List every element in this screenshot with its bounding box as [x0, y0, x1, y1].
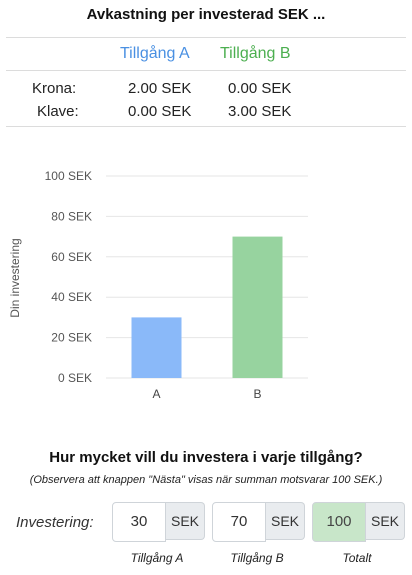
asset-a-caption: Tillgång A — [130, 551, 184, 565]
asset-b-input-group: SEK — [212, 502, 305, 542]
y-tick-labels: 0 SEK 20 SEK 40 SEK 60 SEK 80 SEK 100 SEK — [45, 169, 92, 385]
y-tick-label: 0 SEK — [58, 371, 92, 385]
investment-question: Hur mycket vill du investera i varje til… — [49, 449, 363, 466]
divider — [6, 37, 406, 38]
y-tick-label: 40 SEK — [51, 290, 92, 304]
row-label-krona: Krona: — [32, 80, 77, 97]
asset-a-input-group: SEK — [112, 502, 205, 542]
return-b-klave: 3.00 SEK — [228, 103, 292, 120]
total-caption: Totalt — [342, 551, 372, 565]
bar-b — [232, 236, 283, 378]
divider — [6, 126, 406, 127]
currency-addon: SEK — [366, 502, 405, 540]
return-a-klave: 0.00 SEK — [128, 103, 192, 120]
y-tick-label: 60 SEK — [51, 250, 92, 264]
page-title: Avkastning per investerad SEK ... — [86, 6, 326, 23]
bars — [131, 236, 283, 378]
y-tick-label: 100 SEK — [45, 169, 92, 183]
investment-label: Investering: — [16, 514, 94, 531]
divider — [6, 70, 406, 71]
y-tick-label: 20 SEK — [51, 331, 92, 345]
bar-a — [131, 317, 182, 378]
asset-b-investment-input[interactable] — [212, 502, 266, 542]
column-header-asset-b: Tillgång B — [220, 45, 291, 62]
column-header-asset-a: Tillgång A — [120, 45, 190, 62]
y-tick-label: 80 SEK — [51, 209, 92, 223]
row-label-klave: Klave: — [37, 103, 79, 120]
return-b-krona: 0.00 SEK — [228, 80, 292, 97]
asset-b-caption: Tillgång B — [230, 551, 284, 565]
x-tick-label: A — [152, 387, 160, 401]
y-axis-label: Din investering — [8, 238, 22, 317]
x-tick-label: B — [253, 387, 261, 401]
asset-a-investment-input[interactable] — [112, 502, 166, 542]
next-button-note: (Observera att knappen "Nästa" visas när… — [29, 474, 383, 486]
total-investment-field — [312, 502, 366, 542]
return-a-krona: 2.00 SEK — [128, 80, 192, 97]
currency-addon: SEK — [166, 502, 205, 540]
total-input-group: SEK — [312, 502, 405, 542]
currency-addon: SEK — [266, 502, 305, 540]
